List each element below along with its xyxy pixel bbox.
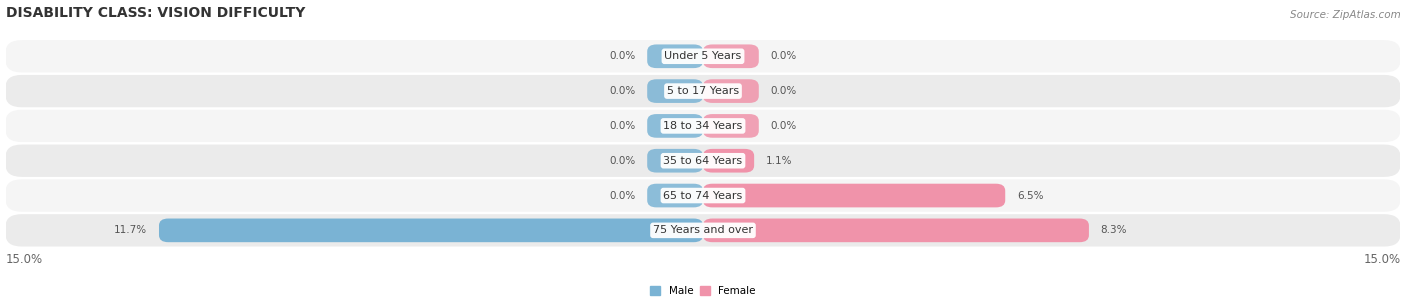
Text: 75 Years and over: 75 Years and over (652, 225, 754, 235)
Text: 15.0%: 15.0% (6, 253, 42, 266)
Text: 8.3%: 8.3% (1101, 225, 1128, 235)
Legend: Male, Female: Male, Female (650, 286, 756, 296)
Text: Source: ZipAtlas.com: Source: ZipAtlas.com (1289, 10, 1400, 20)
Text: 15.0%: 15.0% (1364, 253, 1400, 266)
FancyBboxPatch shape (647, 114, 703, 138)
Text: 0.0%: 0.0% (609, 86, 636, 96)
FancyBboxPatch shape (703, 184, 1005, 207)
FancyBboxPatch shape (6, 110, 1400, 142)
FancyBboxPatch shape (703, 114, 759, 138)
Text: 11.7%: 11.7% (114, 225, 148, 235)
Text: 0.0%: 0.0% (770, 51, 797, 61)
FancyBboxPatch shape (703, 218, 1088, 242)
Text: 5 to 17 Years: 5 to 17 Years (666, 86, 740, 96)
FancyBboxPatch shape (703, 79, 759, 103)
Text: 0.0%: 0.0% (609, 156, 636, 166)
FancyBboxPatch shape (6, 40, 1400, 73)
FancyBboxPatch shape (647, 45, 703, 68)
FancyBboxPatch shape (703, 45, 759, 68)
Text: 0.0%: 0.0% (770, 86, 797, 96)
Text: Under 5 Years: Under 5 Years (665, 51, 741, 61)
Text: 18 to 34 Years: 18 to 34 Years (664, 121, 742, 131)
Text: 0.0%: 0.0% (609, 51, 636, 61)
FancyBboxPatch shape (6, 214, 1400, 246)
Text: 0.0%: 0.0% (609, 121, 636, 131)
Text: 35 to 64 Years: 35 to 64 Years (664, 156, 742, 166)
Text: 1.1%: 1.1% (766, 156, 792, 166)
FancyBboxPatch shape (703, 149, 754, 173)
FancyBboxPatch shape (647, 149, 703, 173)
FancyBboxPatch shape (6, 145, 1400, 177)
Text: 6.5%: 6.5% (1017, 191, 1043, 201)
FancyBboxPatch shape (159, 218, 703, 242)
Text: DISABILITY CLASS: VISION DIFFICULTY: DISABILITY CLASS: VISION DIFFICULTY (6, 6, 305, 20)
FancyBboxPatch shape (6, 75, 1400, 107)
FancyBboxPatch shape (6, 179, 1400, 212)
Text: 0.0%: 0.0% (609, 191, 636, 201)
Text: 65 to 74 Years: 65 to 74 Years (664, 191, 742, 201)
Text: 0.0%: 0.0% (770, 121, 797, 131)
FancyBboxPatch shape (647, 184, 703, 207)
FancyBboxPatch shape (647, 79, 703, 103)
